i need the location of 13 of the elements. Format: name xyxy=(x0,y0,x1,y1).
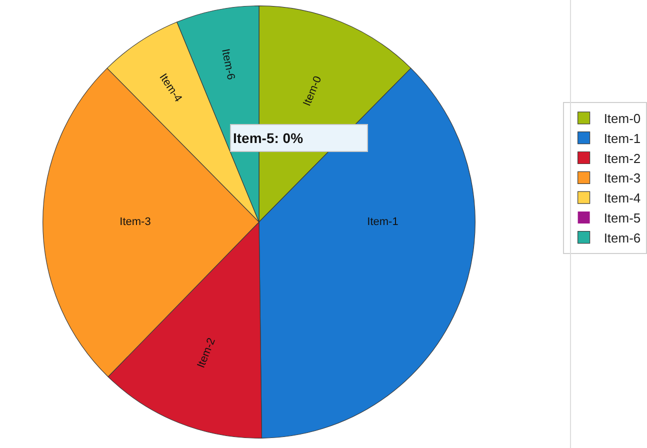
slice-label: Item-3 xyxy=(120,216,151,228)
legend-label: Item-1 xyxy=(604,130,641,146)
legend-label: Item-3 xyxy=(604,170,641,186)
legend-label: Item-4 xyxy=(604,190,641,206)
legend-label: Item-2 xyxy=(604,150,641,166)
slice-label: Item-2 xyxy=(195,336,218,370)
legend-label: Item-5 xyxy=(604,210,641,226)
slice-label: Item-0 xyxy=(301,74,324,108)
legend-label: Item-6 xyxy=(604,230,641,246)
text: Item-5: 0% xyxy=(233,130,304,146)
slice-label: Item-1 xyxy=(367,216,398,228)
slice-label: Item-6 xyxy=(219,48,237,81)
legend-label: Item-0 xyxy=(604,111,641,126)
